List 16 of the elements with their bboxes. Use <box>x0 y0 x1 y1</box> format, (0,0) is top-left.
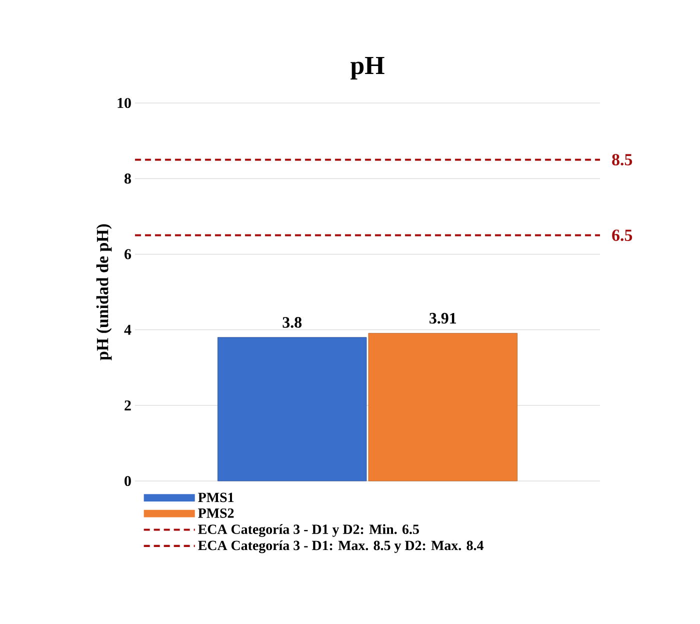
y-tick-label: 0 <box>124 476 131 486</box>
y-tick-label: 8 <box>124 174 131 184</box>
legend-label: ECA Categoría 3 - D1: Max. 8.5 y D2: Max. 8.4 <box>198 540 484 554</box>
y-tick-label: 10 <box>118 98 131 108</box>
y-axis-title: pH (unidad de pH) <box>96 224 112 360</box>
y-tick-label: 2 <box>124 400 131 410</box>
data-label: 3.91 <box>430 312 456 324</box>
legend-label: PMS1 <box>198 492 234 502</box>
y-tick-label: 4 <box>124 324 132 335</box>
text: 8.5 <box>612 154 632 166</box>
chart-title: pH <box>350 57 384 80</box>
y-tick-label: 6 <box>124 249 132 260</box>
legend-label: ECA Categoría 3 - D1 y D2: Min. 6.5 <box>198 524 419 537</box>
legend-label: PMS2 <box>198 508 234 518</box>
text: 6.5 <box>612 230 632 242</box>
data-label: 3.8 <box>282 317 302 328</box>
